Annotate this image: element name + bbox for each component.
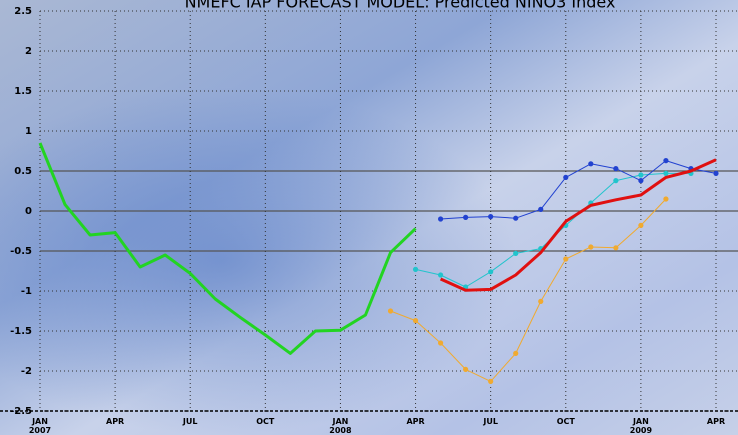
series-line — [38, 142, 417, 355]
series-line — [390, 198, 667, 382]
y-tick-label: -1 — [21, 286, 32, 297]
point — [663, 170, 669, 176]
point — [613, 166, 619, 172]
point — [488, 269, 494, 275]
point — [412, 266, 419, 272]
point — [638, 222, 644, 228]
point — [613, 245, 619, 251]
y-tick-label: 0.5 — [14, 166, 32, 177]
point — [613, 178, 619, 184]
point — [488, 214, 494, 220]
x-tick-label: JAN 2007 — [29, 417, 51, 435]
series-line — [439, 158, 717, 292]
y-tick-label: -0.5 — [10, 246, 32, 257]
point — [513, 215, 519, 221]
chart-title: NMEFC IAP FORECAST MODEL: Predicted NINO… — [185, 0, 616, 12]
x-tick-label: APR — [406, 417, 424, 426]
x-tick-label: OCT — [557, 417, 576, 426]
point — [513, 350, 519, 356]
point — [387, 308, 394, 314]
series-line — [440, 160, 717, 220]
point — [563, 256, 569, 262]
y-tick-label: 0 — [25, 206, 32, 217]
point — [638, 178, 644, 184]
point — [588, 161, 594, 167]
x-tick-label: APR — [707, 417, 725, 426]
point — [437, 272, 444, 278]
point — [563, 174, 569, 180]
x-tick-label: JAN 2008 — [329, 417, 352, 435]
point — [663, 196, 669, 202]
point — [437, 340, 444, 346]
x-tick-label: JUL — [482, 417, 498, 426]
y-tick-label: -1.5 — [10, 326, 32, 337]
y-tick-label: 2.5 — [14, 6, 32, 17]
point — [463, 214, 469, 220]
point — [463, 366, 469, 372]
point — [488, 378, 494, 384]
y-tick-label: -2 — [21, 366, 32, 377]
point — [713, 170, 719, 176]
point — [663, 158, 669, 164]
x-tick-label: APR — [106, 417, 124, 426]
x-tick-label: JAN 2009 — [630, 417, 653, 435]
y-tick-label: 1 — [25, 126, 32, 137]
y-tick-label: 2 — [25, 46, 32, 57]
point — [437, 216, 444, 222]
x-tick-label: JUL — [182, 417, 198, 426]
point — [588, 244, 594, 250]
point — [638, 172, 644, 178]
point — [538, 206, 544, 212]
point — [513, 250, 519, 256]
point — [412, 318, 419, 324]
y-tick-label: 1.5 — [14, 86, 32, 97]
point — [538, 298, 544, 304]
x-tick-label: OCT — [256, 417, 275, 426]
